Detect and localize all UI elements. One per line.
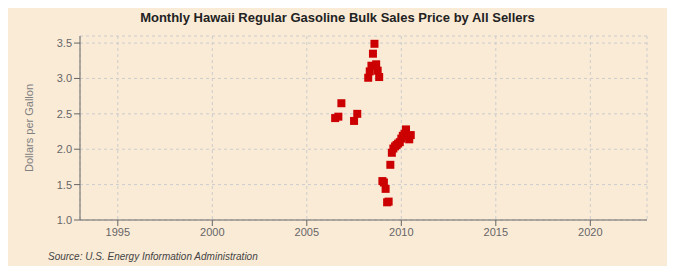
svg-text:2000: 2000 [200,226,224,238]
svg-text:3.5: 3.5 [57,37,72,49]
svg-text:2.5: 2.5 [57,108,72,120]
svg-text:2020: 2020 [578,226,602,238]
html-text:Monthly Hawaii Regular Gasolin: Monthly Hawaii Regular Gasoline Bulk Sal… [140,10,535,25]
svg-text:3.0: 3.0 [57,72,72,84]
svg-text:2005: 2005 [295,226,319,238]
svg-text:1.0: 1.0 [57,214,72,226]
html-text:Source: U.S. Energy Informatio: Source: U.S. Energy Information Administ… [48,251,258,262]
svg-text:Dollars per Gallon: Dollars per Gallon [23,84,35,172]
svg-text:2.0: 2.0 [57,143,72,155]
svg-text:2010: 2010 [389,226,413,238]
svg-text:1.5: 1.5 [57,179,72,191]
svg-text:1995: 1995 [106,226,130,238]
svg-text:2015: 2015 [484,226,508,238]
